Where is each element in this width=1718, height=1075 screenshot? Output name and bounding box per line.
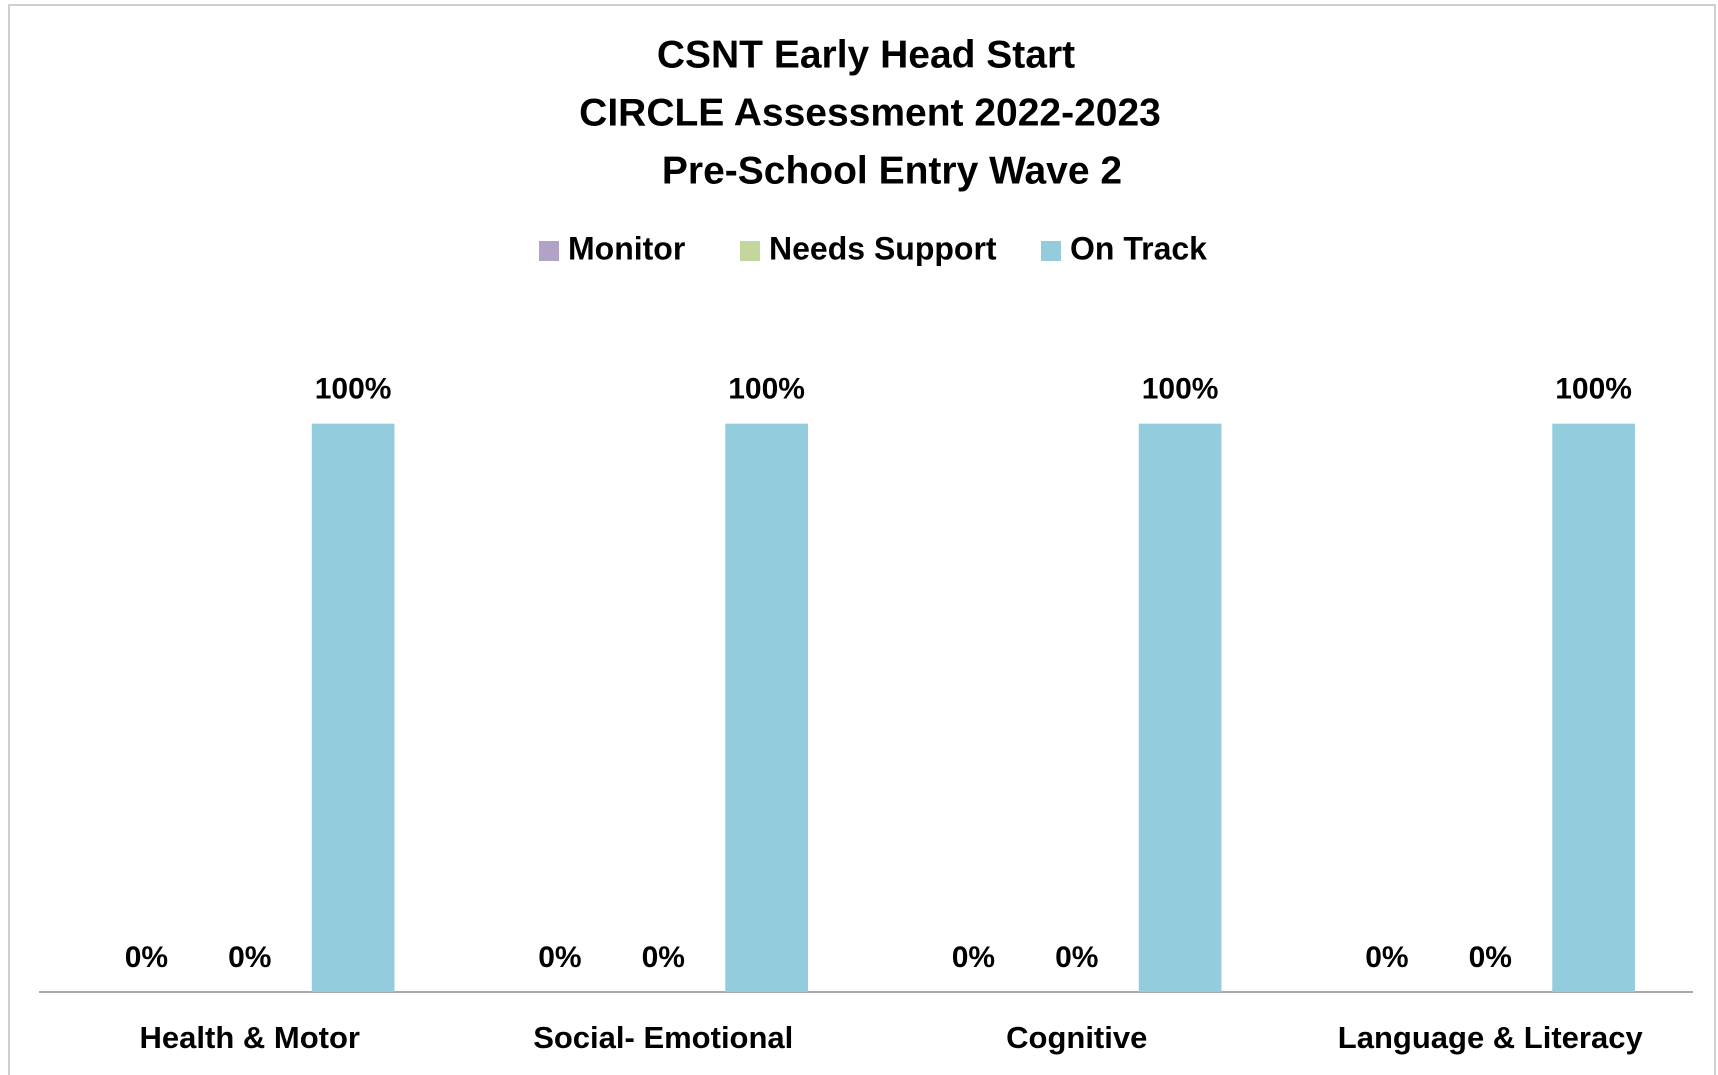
chart-title: CIRCLE Assessment 2022-2023: [579, 91, 1161, 134]
bar: [1138, 423, 1222, 993]
data-label: 0%: [1055, 941, 1098, 974]
x-tick-label: Cognitive: [1006, 1020, 1147, 1055]
data-label: 100%: [1555, 373, 1632, 406]
data-label: 100%: [728, 373, 805, 406]
chart-title: CSNT Early Head Start: [657, 33, 1075, 76]
legend-swatch: [1041, 241, 1061, 261]
data-label: 0%: [125, 941, 168, 974]
legend-swatch: [740, 241, 760, 261]
legend-label: Needs Support: [769, 230, 997, 266]
bar: [725, 423, 808, 993]
legend-label: Monitor: [568, 230, 685, 266]
chart-title: Pre-School Entry Wave 2: [662, 149, 1122, 192]
chart-frame: [8, 4, 1716, 1075]
x-tick-label: Language & Literacy: [1338, 1020, 1644, 1055]
bar: [311, 423, 395, 993]
data-label: 0%: [228, 941, 271, 974]
legend-label: On Track: [1070, 230, 1207, 266]
data-label: 0%: [642, 941, 685, 974]
data-label: 0%: [538, 941, 581, 974]
data-label: 100%: [315, 373, 392, 406]
data-label: 100%: [1142, 373, 1219, 406]
data-label: 0%: [1365, 941, 1408, 974]
bar: [1552, 423, 1635, 993]
data-label: 0%: [952, 941, 995, 974]
x-tick-label: Health & Motor: [140, 1020, 360, 1055]
legend-swatch: [539, 241, 559, 261]
data-label: 0%: [1469, 941, 1512, 974]
x-tick-label: Social- Emotional: [533, 1020, 793, 1055]
